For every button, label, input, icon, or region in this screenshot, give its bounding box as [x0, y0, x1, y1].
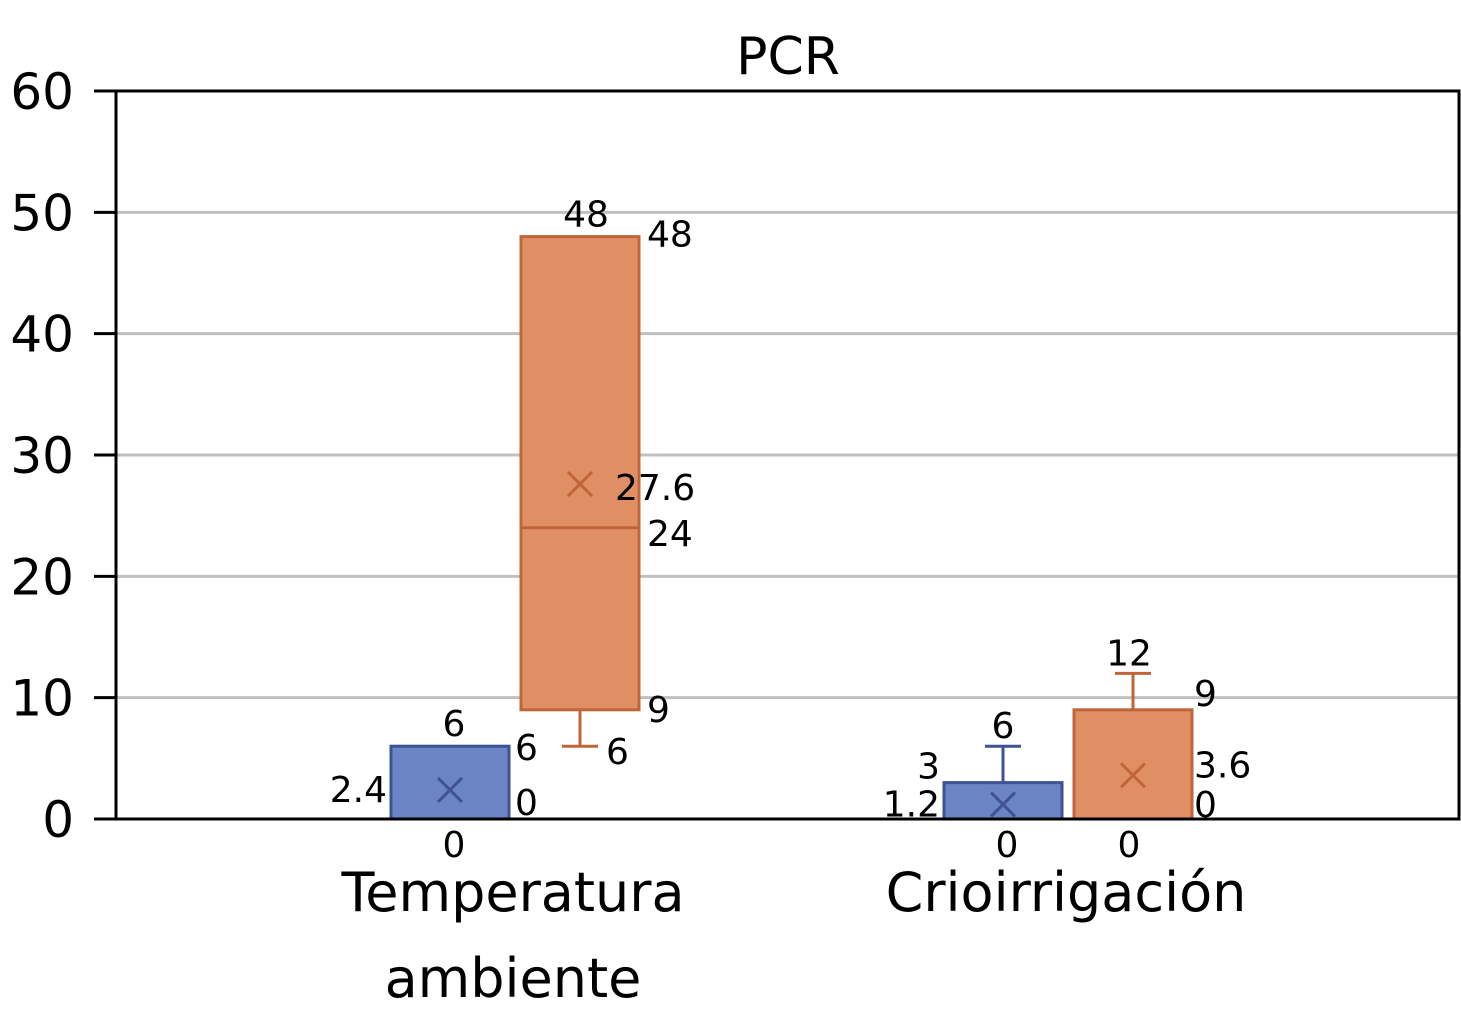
box [942, 781, 1064, 821]
y-tick-label: 30 [10, 427, 74, 485]
category-label: Crioirrigación [886, 861, 1247, 924]
data-label-mean: 27.6 [615, 468, 695, 509]
box [1072, 708, 1194, 821]
y-axis: 0 10 20 30 40 50 60 [10, 63, 116, 849]
box [389, 744, 511, 821]
gridlines [116, 210, 1459, 700]
data-label-q1: 9 [647, 690, 670, 731]
data-label-min: 0 [1118, 825, 1141, 866]
data-label-median: 24 [647, 514, 693, 555]
category-label: Temperatura [340, 861, 684, 924]
y-tick-label: 20 [10, 548, 74, 606]
plot-frame [114, 89, 1461, 821]
mean-marker [566, 471, 594, 498]
y-tick-label: 0 [42, 791, 74, 849]
y-tick-label: 60 [10, 63, 74, 121]
data-label-q3: 9 [1194, 674, 1217, 715]
mean-marker [1119, 762, 1147, 789]
category-label: ambiente [385, 947, 642, 1010]
box [519, 235, 641, 712]
y-tick-label: 40 [10, 306, 74, 364]
data-label-min: 0 [996, 825, 1019, 866]
data-label-q3: 6 [515, 728, 538, 769]
mean-marker [436, 776, 464, 803]
data-label-mean: 2.4 [330, 770, 387, 811]
data-label-min: 0 [443, 825, 466, 866]
data-label-q1: 0 [515, 783, 538, 824]
x-axis: Temperatura ambiente Crioirrigación [340, 861, 1246, 1010]
data-label-q3: 48 [647, 215, 693, 256]
data-label-mean: 3.6 [1194, 745, 1251, 786]
y-tick-label: 10 [10, 670, 74, 728]
data-label-q3: 3 [917, 747, 940, 788]
chart-title: PCR [736, 27, 840, 87]
y-tick-label: 50 [10, 184, 74, 242]
data-label-min: 6 [606, 732, 629, 773]
data-label-q1: 0 [1194, 785, 1217, 826]
data-label-max: 6 [443, 704, 466, 745]
data-label-max: 48 [563, 195, 609, 236]
box-series [389, 235, 1194, 821]
data-label-max: 6 [992, 706, 1015, 747]
mean-marker [989, 791, 1017, 818]
data-label-max: 12 [1106, 633, 1152, 674]
